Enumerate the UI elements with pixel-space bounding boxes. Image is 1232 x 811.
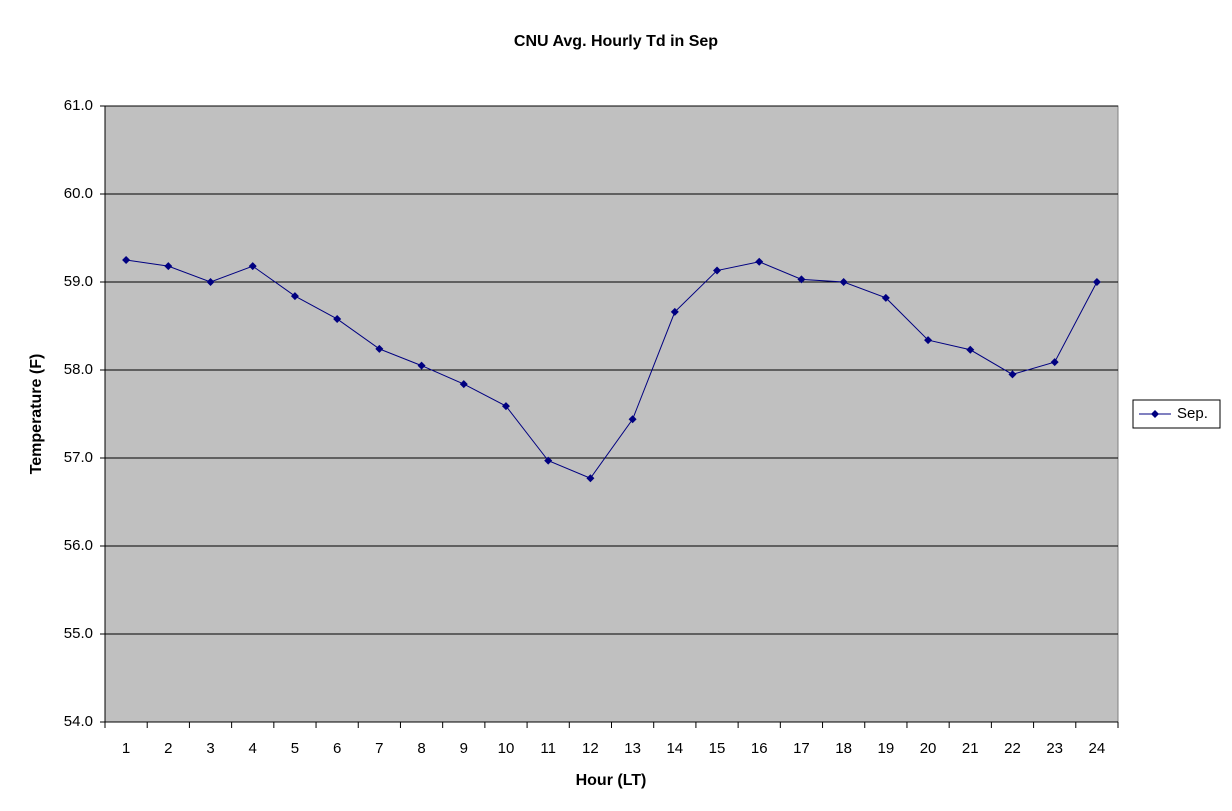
- data-point: [924, 336, 933, 345]
- data-point: [1050, 358, 1059, 367]
- x-tick-label: 22: [1004, 740, 1021, 757]
- data-point: [206, 278, 215, 286]
- x-tick-label: 1: [122, 740, 130, 757]
- x-tick-label: 24: [1089, 740, 1106, 757]
- x-tick-label: 4: [249, 740, 257, 757]
- x-tick-label: 18: [835, 740, 852, 757]
- data-point: [544, 456, 553, 465]
- data-point: [459, 380, 468, 389]
- data-point: [248, 262, 257, 271]
- chart-title: CNU Avg. Hourly Td in Sep: [514, 33, 718, 50]
- x-tick-label: 12: [582, 740, 599, 757]
- data-point: [375, 344, 384, 353]
- data-point: [290, 292, 299, 301]
- data-point: [1092, 278, 1101, 286]
- x-tick-label: 16: [751, 740, 768, 757]
- data-point: [586, 474, 595, 483]
- x-tick-label: 15: [709, 740, 726, 757]
- data-point: [797, 275, 806, 284]
- plot-area: [104, 105, 1119, 723]
- data-point: [881, 293, 890, 302]
- x-tick-label: 21: [962, 740, 979, 757]
- x-tick-label: 6: [333, 740, 341, 757]
- data-point: [417, 361, 426, 370]
- legend-marker: [1151, 410, 1159, 418]
- y-tick-label: 57.0: [64, 449, 93, 466]
- data-point: [1008, 370, 1017, 379]
- data-point: [713, 266, 722, 275]
- x-tick-label: 20: [920, 740, 937, 757]
- x-tick-label: 14: [666, 740, 683, 757]
- y-tick-label: 60.0: [64, 185, 93, 202]
- x-tick-label: 19: [878, 740, 895, 757]
- data-point: [501, 402, 510, 411]
- data-point: [628, 415, 637, 424]
- y-tick-label: 58.0: [64, 361, 93, 378]
- x-tick-label: 23: [1046, 740, 1063, 757]
- data-point: [122, 256, 131, 264]
- y-tick-label: 59.0: [64, 273, 93, 290]
- data-point: [333, 314, 342, 323]
- y-tick-label: 61.0: [64, 97, 93, 114]
- legend-label: Sep.: [1177, 405, 1208, 422]
- data-point: [164, 262, 173, 271]
- x-tick-label: 9: [460, 740, 468, 757]
- x-tick-label: 17: [793, 740, 810, 757]
- x-tick-label: 10: [498, 740, 515, 757]
- data-point: [839, 278, 848, 286]
- x-tick-label: 8: [417, 740, 425, 757]
- x-axis-label: Hour (LT): [576, 772, 647, 789]
- y-tick-label: 55.0: [64, 625, 93, 642]
- x-tick-label: 5: [291, 740, 299, 757]
- x-tick-label: 13: [624, 740, 641, 757]
- y-axis-label: Temperature (F): [28, 354, 45, 475]
- series-line: [126, 259, 1098, 479]
- y-tick-label: 56.0: [64, 537, 93, 554]
- x-tick-label: 7: [375, 740, 383, 757]
- data-point: [670, 307, 679, 316]
- y-tick-label: 54.0: [64, 713, 93, 730]
- data-point: [966, 345, 975, 354]
- x-tick-label: 11: [540, 740, 556, 757]
- x-tick-label: 3: [206, 740, 214, 757]
- data-point: [755, 257, 764, 266]
- x-tick-label: 2: [164, 740, 172, 757]
